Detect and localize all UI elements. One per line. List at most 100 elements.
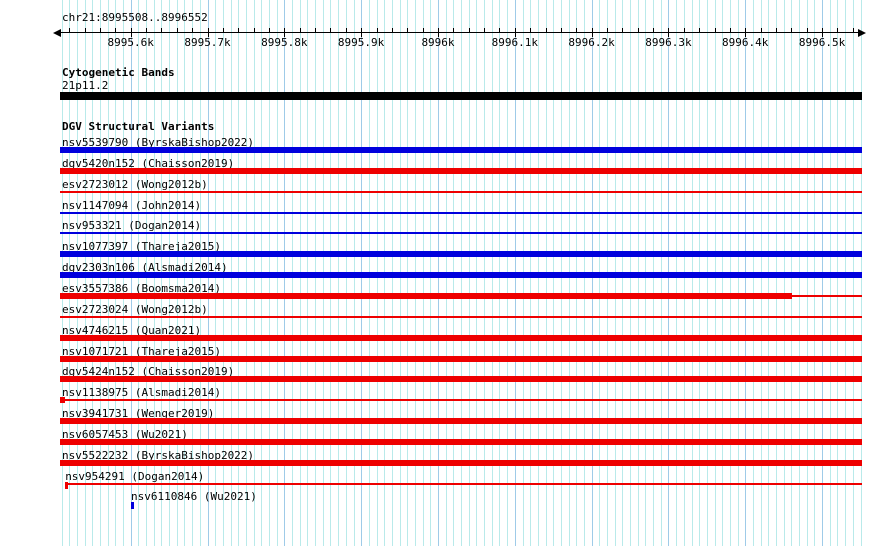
ruler-tick: [176, 28, 178, 33]
cytoband-bar[interactable]: [60, 92, 862, 100]
ruler-tick: [422, 28, 424, 33]
variant-bar-thick: [60, 376, 862, 382]
dgv-track-nsv1077397[interactable]: nsv1077397 (Thareja2015): [0, 240, 890, 261]
cytoband-label: 21p11.2: [62, 79, 109, 92]
ruler-tick: [637, 28, 639, 33]
ruler-tick-label: 8996.2k: [568, 36, 615, 49]
ruler-tick: [253, 28, 255, 33]
variant-bar-thick: [60, 460, 862, 466]
ruler-tick: [84, 28, 86, 33]
variant-bar-thick: [60, 272, 862, 278]
ruler-tick: [514, 28, 516, 37]
ruler-tick-label: 8995.7k: [184, 36, 231, 49]
variant-bar-thick: [60, 439, 862, 445]
dgv-track-nsv954291[interactable]: nsv954291 (Dogan2014): [0, 470, 890, 491]
dgv-track-nsv953321[interactable]: nsv953321 (Dogan2014): [0, 219, 890, 240]
ruler-tick: [545, 28, 547, 33]
track-label: esv3557386 (Boomsma2014): [62, 282, 221, 295]
ruler-tick: [269, 28, 270, 33]
variant-bar-thick: [60, 356, 862, 362]
ruler-tick: [714, 28, 716, 33]
ruler-tick: [776, 28, 777, 33]
track-label: esv2723012 (Wong2012b): [62, 178, 208, 191]
ruler-tick: [729, 28, 731, 33]
dgv-section-title: DGV Structural Variants: [62, 120, 215, 133]
dgv-track-nsv1071721[interactable]: nsv1071721 (Thareja2015): [0, 345, 890, 366]
variant-bar-thick: [60, 168, 862, 174]
ruler-tick: [299, 28, 301, 33]
ruler-tick: [99, 28, 101, 33]
ruler-tick: [837, 28, 839, 33]
ruler-tick: [238, 28, 240, 33]
ruler-tick-label: 8995.8k: [261, 36, 308, 49]
ruler-tick: [69, 28, 71, 33]
dgv-track-nsv3941731[interactable]: nsv3941731 (Wenger2019): [0, 407, 890, 428]
dgv-track-dgv5420n152[interactable]: dgv5420n152 (Chaisson2019): [0, 157, 890, 178]
ruler-tick: [222, 28, 224, 33]
variant-bar-thick: [60, 293, 793, 299]
ruler-tick: [453, 28, 455, 33]
dgv-track-dgv2303n106[interactable]: dgv2303n106 (Alsmadi2014): [0, 261, 890, 282]
ruler-tick: [760, 28, 762, 33]
track-label: nsv954291 (Dogan2014): [65, 470, 205, 483]
ruler-tick: [207, 28, 209, 37]
track-label: nsv6057453 (Wu2021): [62, 428, 188, 441]
dgv-track-nsv5522232[interactable]: nsv5522232 (ByrskaBishop2022): [0, 449, 890, 470]
ruler-tick: [315, 28, 316, 33]
track-label: nsv6110846 (Wu2021): [131, 490, 257, 503]
region-title: chr21:8995508..8996552: [62, 11, 208, 24]
track-label: esv2723024 (Wong2012b): [62, 303, 208, 316]
dgv-track-nsv1138975[interactable]: nsv1138975 (Alsmadi2014): [0, 386, 890, 407]
dgv-track-nsv4746215[interactable]: nsv4746215 (Quan2021): [0, 324, 890, 345]
dgv-track-dgv5424n152[interactable]: dgv5424n152 (Chaisson2019): [0, 365, 890, 386]
ruler-tick-label: 8995.9k: [337, 36, 385, 49]
track-label: nsv3941731 (Wenger2019): [62, 407, 215, 420]
track-label: nsv1147094 (John2014): [62, 199, 202, 212]
ruler-tick: [468, 28, 470, 33]
dgv-track-nsv1147094[interactable]: nsv1147094 (John2014): [0, 199, 890, 220]
track-label: dgv2303n106 (Alsmadi2014): [62, 261, 228, 274]
ruler-tick: [345, 28, 347, 33]
variant-bar-thick: [60, 251, 862, 257]
ruler-tick: [161, 28, 163, 33]
variant-bar-thin: [65, 483, 862, 485]
track-label: nsv1138975 (Alsmadi2014): [62, 386, 221, 399]
ruler-tick: [622, 28, 624, 33]
ruler-tick: [576, 28, 578, 33]
ruler-tick: [130, 28, 132, 37]
variant-bar-thick: [60, 147, 862, 153]
variant-bar-tick: [65, 482, 68, 489]
ruler-tick: [591, 28, 593, 37]
track-label: dgv5420n152 (Chaisson2019): [62, 157, 235, 170]
dgv-track-esv3557386[interactable]: esv3557386 (Boomsma2014): [0, 282, 890, 303]
ruler-tick-label: 8995.6k: [107, 36, 154, 49]
ruler-tick: [822, 28, 824, 37]
ruler-tick-label: 8996.4k: [722, 36, 769, 49]
track-label: nsv1077397 (Thareja2015): [62, 240, 221, 253]
ruler-tick: [284, 28, 286, 37]
ruler-tick: [852, 28, 854, 33]
ruler-right-arrow-icon: [858, 29, 866, 37]
track-label: nsv953321 (Dogan2014): [62, 219, 202, 232]
variant-bar-thin: [60, 212, 862, 214]
ruler-tick: [484, 28, 485, 33]
ruler-tick: [438, 28, 439, 37]
variant-bar-thin: [792, 295, 862, 297]
ruler-tick: [192, 28, 194, 33]
dgv-track-nsv6057453[interactable]: nsv6057453 (Wu2021): [0, 428, 890, 449]
variant-bar-thin: [60, 232, 862, 234]
dgv-track-nsv5539790[interactable]: nsv5539790 (ByrskaBishop2022): [0, 136, 890, 157]
dgv-track-esv2723012[interactable]: esv2723012 (Wong2012b): [0, 178, 890, 199]
ruler-tick: [668, 28, 670, 37]
ruler-tick: [391, 28, 393, 33]
track-label: dgv5424n152 (Chaisson2019): [62, 365, 235, 378]
ruler-tick: [560, 28, 562, 33]
dgv-track-esv2723024[interactable]: esv2723024 (Wong2012b): [0, 303, 890, 324]
track-label: nsv4746215 (Quan2021): [62, 324, 202, 337]
dgv-track-nsv6110846[interactable]: nsv6110846 (Wu2021): [0, 490, 890, 511]
ruler-tick-label: 8996.3k: [645, 36, 692, 49]
ruler-axis-line: [60, 32, 862, 33]
variant-bar-thin: [64, 399, 862, 401]
ruler-tick: [683, 28, 685, 33]
